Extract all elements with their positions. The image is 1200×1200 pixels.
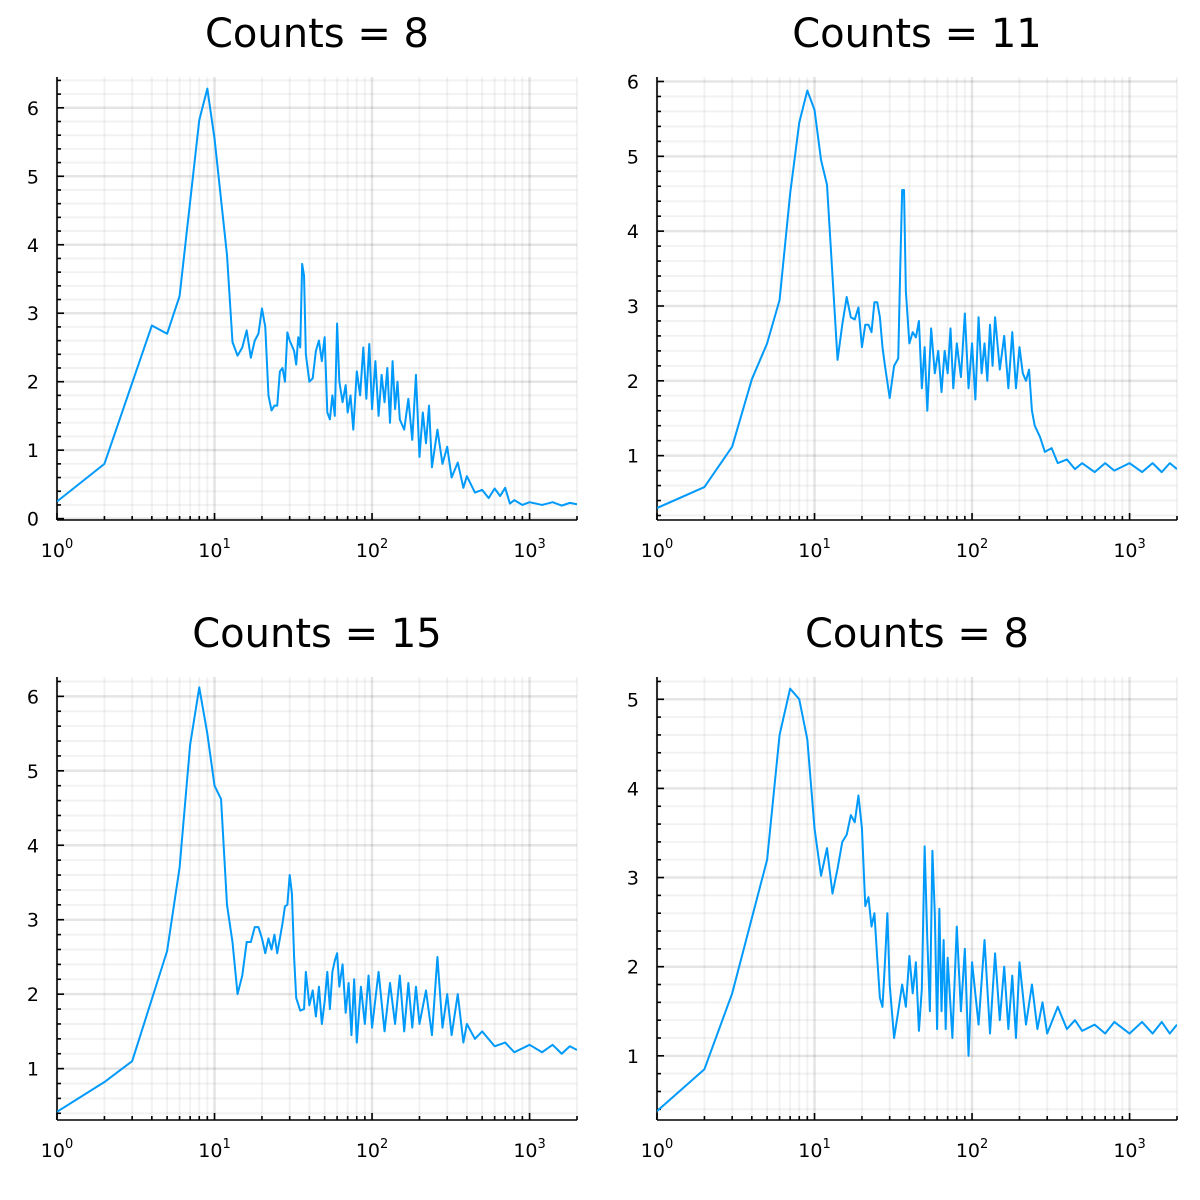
x-tick-label: 101 [798,537,830,562]
subplot-title: Counts = 15 [192,611,441,657]
x-tick-label: 100 [641,1137,673,1162]
y-tick-label: 2 [627,371,639,393]
y-tick-label: 1 [627,446,639,468]
y-tick-label: 4 [627,778,639,800]
y-tick-label: 3 [27,303,39,325]
y-tick-label: 0 [27,509,39,531]
y-tick-label: 4 [627,221,639,243]
y-tick-label: 5 [27,166,39,188]
subplot-title: Counts = 8 [805,611,1029,657]
subplot-3: 1 2 3 4 5 6 100 101 102 103 Counts = 15 [27,611,578,1162]
subplot-2: 1 2 3 4 5 6 100 101 102 103 Counts = 11 [627,11,1178,562]
x-tick-label: 100 [41,1137,73,1162]
y-tick-label: 3 [627,296,639,318]
y-tick-label: 5 [27,761,39,783]
y-tick-label: 6 [27,98,39,120]
x-tick-label: 100 [41,537,73,562]
series-line [57,87,577,507]
subplot-title: Counts = 8 [205,11,429,57]
x-tick-label: 103 [1113,1137,1145,1162]
y-tick-label: 1 [27,440,39,462]
x-tick-label: 100 [641,537,673,562]
y-tick-label: 1 [27,1059,39,1081]
x-tick-label: 103 [1113,537,1145,562]
subplot-1: 0 1 2 3 4 5 6 100 101 102 103 Counts = 8 [27,11,578,562]
y-tick-label: 3 [27,910,39,932]
series-line [57,686,577,1113]
y-tick-label: 5 [627,146,639,168]
y-tick-label: 6 [27,686,39,708]
y-tick-label: 4 [27,835,39,857]
y-tick-label: 3 [627,868,639,890]
x-tick-label: 101 [198,537,230,562]
y-tick-label: 2 [627,957,639,979]
subplot-4: 1 2 3 4 5 100 101 102 103 Counts = 8 [627,611,1178,1162]
series-line [657,89,1177,509]
y-tick-label: 5 [627,689,639,711]
x-tick-label: 101 [798,1137,830,1162]
series-line [657,687,1177,1112]
x-tick-label: 102 [356,1137,388,1162]
x-tick-label: 102 [356,537,388,562]
y-tick-label: 2 [27,984,39,1006]
y-tick-label: 1 [627,1046,639,1068]
y-tick-label: 6 [627,71,639,93]
x-tick-label: 103 [513,537,545,562]
x-tick-label: 102 [956,1137,988,1162]
y-tick-label: 2 [27,372,39,394]
x-tick-label: 103 [513,1137,545,1162]
x-tick-label: 101 [198,1137,230,1162]
x-tick-label: 102 [956,537,988,562]
subplot-title: Counts = 11 [792,11,1041,57]
y-tick-label: 4 [27,235,39,257]
